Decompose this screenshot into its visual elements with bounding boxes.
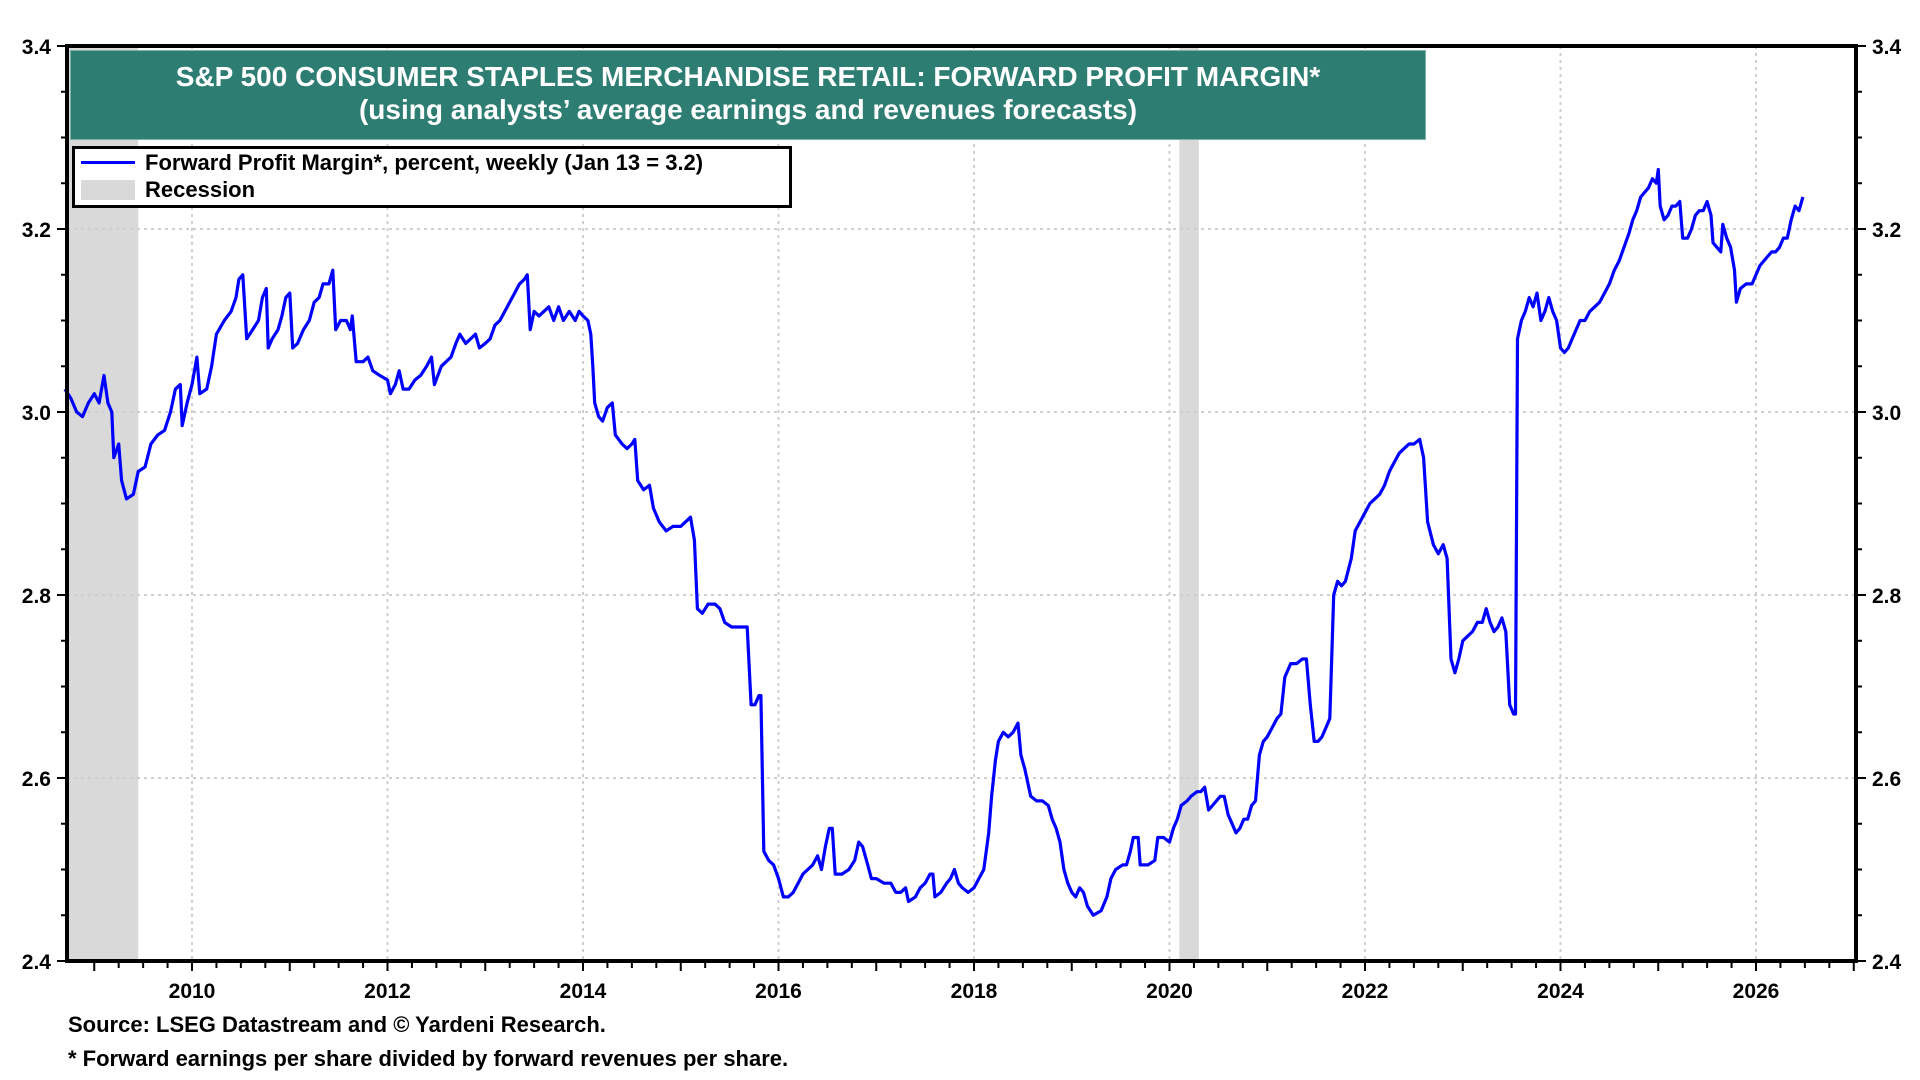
chart-subtitle: (using analysts’ average earnings and re… — [358, 94, 1138, 125]
legend-label-margin: Forward Profit Margin*, percent, weekly … — [145, 149, 704, 175]
tick-labels: 2.4 2.4 2.6 2.6 2.8 2.8 3.0 3.0 3.2 3.2 3.4 3.4 2010… — [22, 36, 1902, 1003]
y-tick-label-left: 3.4 — [22, 36, 52, 59]
x-tick-label: 2026 — [1733, 980, 1780, 1003]
x-tick-label: 2012 — [364, 980, 411, 1003]
y-tick-label-right: 3.4 — [1872, 36, 1902, 59]
y-tick-label-right: 3.0 — [1872, 402, 1901, 425]
x-tick-label: 2024 — [1537, 980, 1584, 1003]
axes — [57, 44, 1866, 971]
recession-band-1 — [1179, 46, 1199, 961]
y-tick-label-right: 2.4 — [1872, 951, 1902, 974]
chart-title-box: S&P 500 CONSUMER STAPLES MERCHANDISE RET… — [70, 50, 1426, 140]
legend-item-margin: Forward Profit Margin*, percent, weekly … — [81, 149, 789, 176]
y-tick-label-left: 3.0 — [22, 402, 51, 425]
x-tick-label: 2016 — [755, 980, 802, 1003]
legend: Forward Profit Margin*, percent, weekly … — [72, 146, 792, 208]
x-tick-label: 2022 — [1342, 980, 1389, 1003]
y-tick-label-right: 2.6 — [1872, 768, 1901, 791]
x-tick-label: 2018 — [951, 980, 998, 1003]
y-tick-label-right: 2.8 — [1872, 585, 1902, 608]
y-tick-label-left: 2.6 — [22, 768, 51, 791]
legend-recession-swatch — [81, 179, 135, 200]
legend-item-recession: Recession — [81, 176, 789, 203]
series-line-0 — [63, 167, 1805, 917]
x-tick-label: 2020 — [1146, 980, 1193, 1003]
x-tick-label: 2014 — [560, 980, 607, 1003]
chart-title: S&P 500 CONSUMER STAPLES MERCHANDISE RET… — [175, 61, 1321, 92]
footnote: * Forward earnings per share divided by … — [68, 1046, 789, 1071]
legend-label-recession: Recession — [145, 176, 256, 202]
legend-line-swatch — [81, 161, 135, 164]
x-tick-label: 2010 — [169, 980, 216, 1003]
y-tick-label-left: 3.2 — [22, 219, 51, 242]
y-tick-label-right: 3.2 — [1872, 219, 1901, 242]
y-tick-label-left: 2.4 — [22, 951, 52, 974]
source-note: Source: LSEG Datastream and © Yardeni Re… — [68, 1012, 606, 1037]
series-layer — [63, 167, 1805, 917]
y-tick-label-left: 2.8 — [22, 585, 52, 608]
gridlines — [67, 46, 1856, 961]
